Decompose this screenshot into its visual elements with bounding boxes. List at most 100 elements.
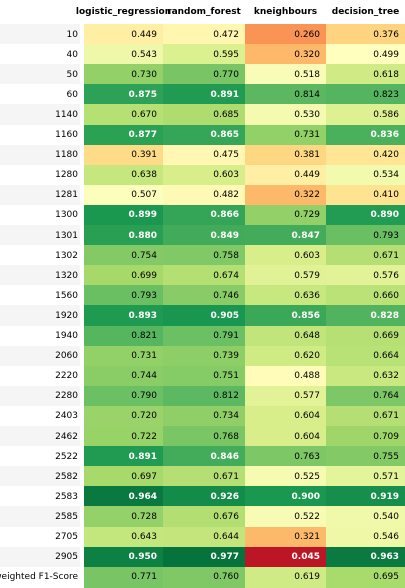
row-label: 2582 [55,471,78,482]
heatmap-cell: 0.977 [163,546,245,568]
row-label-bg [0,426,80,447]
heatmap-cell: 0.540 [326,506,405,528]
heatmap-cell: 0.648 [245,325,326,347]
heatmap-cell: 0.586 [326,104,405,126]
heatmap-cell: 0.926 [163,486,245,508]
row-label: 2220 [55,371,78,382]
heatmap-cell: 0.632 [326,365,405,387]
heatmap-cell: 0.846 [163,446,245,468]
heatmap-cell: 0.571 [326,466,405,488]
row-label: 2522 [55,451,78,462]
heatmap-cell: 0.660 [326,285,405,307]
heatmap-cell: 0.449 [245,164,326,186]
heatmap-cell: 0.045 [245,546,326,568]
heatmap-cell: 0.755 [326,446,405,468]
heatmap-cell: 0.507 [84,184,163,206]
row-label: 1280 [55,170,78,181]
heatmap-cell: 0.849 [163,225,245,246]
row-label-bg [0,566,80,588]
heatmap-cell: 0.751 [163,365,245,387]
heatmap-cell: 0.856 [245,305,326,327]
row-label: 1160 [55,130,78,140]
row-label: 40 [66,49,78,60]
heatmap-cell: 0.919 [326,486,405,508]
row-label-bg [0,204,80,226]
heatmap-cell: 0.814 [245,84,326,106]
heatmap-cell: 0.847 [245,225,326,246]
heatmap-cell: 0.893 [84,305,163,327]
heatmap-cell: 0.619 [245,566,326,588]
row-label-bg [0,385,80,407]
row-label: 2462 [55,431,78,442]
row-label-bg [0,325,80,347]
heatmap-cell: 0.576 [326,265,405,287]
row-label: 50 [66,69,78,80]
heatmap-cell: 0.963 [326,546,405,568]
heatmap-cell: 0.530 [245,104,326,126]
column-header-decision-tree: decision_tree [331,7,400,17]
heatmap-cell: 0.709 [326,426,405,447]
heatmap-cell: 0.754 [84,245,163,267]
heatmap-cell: 0.410 [326,184,405,206]
heatmap-cell: 0.643 [84,526,163,548]
heatmap-cell: 0.525 [245,466,326,488]
heatmap-cell: 0.674 [163,265,245,287]
heatmap-cell: 0.731 [245,124,326,146]
column-header-logistic-regression: logistic_regression [75,7,172,17]
heatmap-cell: 0.790 [84,385,163,407]
row-label: 2905 [55,552,78,563]
row-label: 1140 [55,109,78,120]
heatmap-cell: 0.671 [326,405,405,427]
heatmap-cell: 0.875 [84,84,163,106]
heatmap-cell: 0.604 [245,426,326,447]
heatmap-cell: 0.695 [326,566,405,588]
heatmap-cell: 0.950 [84,546,163,568]
heatmap-cell: 0.472 [163,24,245,45]
heatmap-cell: 0.739 [163,345,245,367]
heatmap-cell: 0.321 [245,526,326,548]
row-label-bg [0,345,80,367]
heatmap-cell: 0.670 [84,104,163,126]
heatmap-cell: 0.836 [326,124,405,146]
row-label: 2280 [55,391,78,402]
row-label: 2403 [55,411,78,422]
heatmap-cell: 0.603 [163,164,245,186]
heatmap-cell: 0.891 [84,446,163,468]
heatmap-cell: 0.546 [326,526,405,548]
heatmap-cell: 0.812 [163,385,245,407]
row-label-bg [0,164,80,186]
heatmap-cell: 0.744 [84,365,163,387]
heatmap-cell: 0.865 [163,124,245,146]
heatmap-cell: 0.320 [245,44,326,66]
heatmap-cell: 0.376 [326,24,405,45]
heatmap-cell: 0.644 [163,526,245,548]
heatmap-cell: 0.518 [245,64,326,86]
heatmap-cell: 0.522 [245,506,326,528]
heatmap-cell: 0.793 [84,285,163,307]
heatmap-cell: 0.823 [326,84,405,106]
heatmap-cell: 0.720 [84,405,163,427]
heatmap-cell: 0.482 [163,184,245,206]
heatmap-cell: 0.964 [84,486,163,508]
heatmap-cell: 0.793 [326,225,405,246]
row-label-bg [0,546,80,568]
heatmap-cell: 0.699 [84,265,163,287]
row-label-bg [0,526,80,548]
row-label: 1281 [55,190,78,201]
heatmap-cell: 0.488 [245,365,326,387]
heatmap-cell: 0.697 [84,466,163,488]
row-label: 1320 [55,270,78,281]
row-label: 2583 [55,491,78,502]
column-header-random-forest: random_forest [167,7,241,17]
heatmap-cell: 0.728 [84,506,163,528]
heatmap-cell: 0.391 [84,144,163,166]
heatmap-cell: 0.669 [326,325,405,347]
heatmap-cell: 0.899 [84,204,163,226]
row-label-bg [0,265,80,287]
heatmap-cell: 0.828 [326,305,405,327]
heatmap-cell: 0.260 [245,24,326,45]
row-label-bg [0,104,80,126]
row-label-bg [0,285,80,307]
heatmap-cell: 0.638 [84,164,163,186]
